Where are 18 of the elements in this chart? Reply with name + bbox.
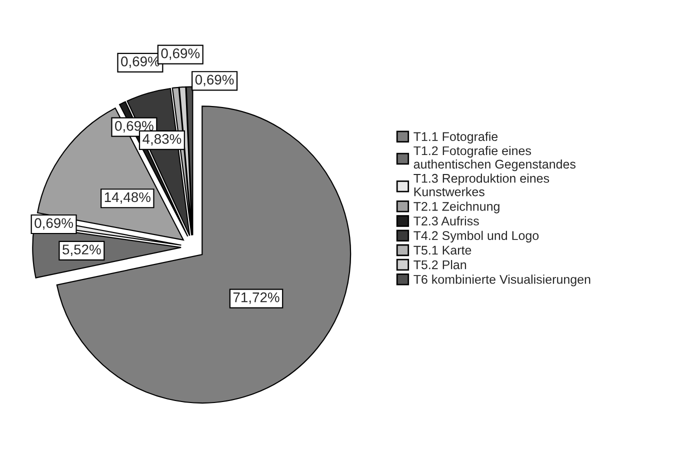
legend-label: T2.3 Aufriss	[414, 216, 479, 226]
data-label: 0,69%	[161, 48, 200, 60]
legend-label: T5.1 Karte	[414, 246, 472, 255]
data-label: 0,69%	[34, 218, 73, 230]
legend-label: T4.2 Symbol und Logo	[414, 230, 539, 242]
data-label: 0,69%	[121, 56, 160, 68]
data-label: 71,72%	[233, 292, 280, 304]
legend-label: T5.2 Plan	[414, 260, 466, 270]
data-label: 4,83%	[142, 134, 182, 146]
legend-label: T2.1 Zeichnung	[414, 202, 500, 214]
data-label: 0,69%	[195, 74, 234, 86]
data-label: 5,52%	[62, 244, 101, 256]
legend-label: T1.1 Fotografie	[414, 132, 498, 144]
legend-label: T1.2 Fotografie eines authentischen Gegenstandes	[414, 146, 576, 172]
data-label: 14,48%	[104, 192, 150, 204]
data-label: 0,69%	[115, 120, 154, 132]
legend-label: T6 kombinierte Visualisierungen	[414, 274, 590, 286]
legend-label: T1.3 Reproduktion eines Kunstwerkes	[414, 174, 550, 196]
